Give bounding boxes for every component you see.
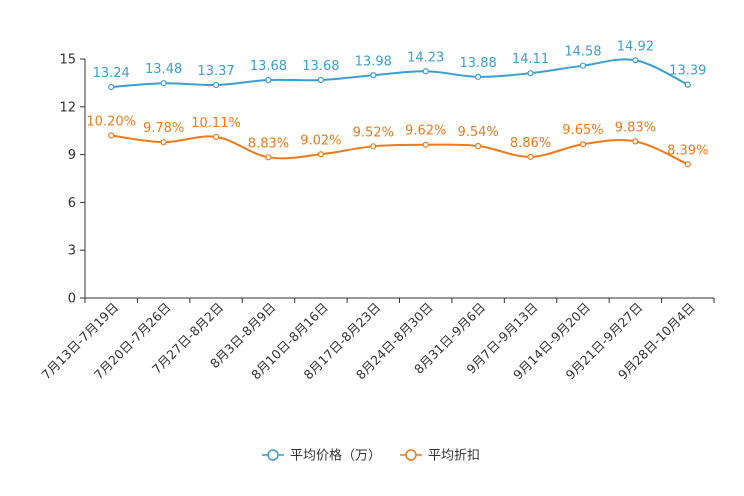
data-point [475,73,482,80]
data-point [108,83,115,91]
data-label: 13.39 [669,64,706,79]
data-label: 10.20% [86,114,136,129]
data-point [632,57,639,64]
data-label: 14.23 [407,50,444,65]
series-line [111,58,689,89]
data-point [212,133,220,141]
data-label: 13.24 [93,66,130,81]
data-label: 8.39% [667,143,708,158]
y-tick-label: 15 [59,53,76,68]
data-point [632,138,639,145]
data-label: 13.88 [460,56,497,71]
data-point [108,132,115,139]
data-label: 13.48 [145,62,182,77]
legend: 平均价格（万） 平均折扣 [262,448,480,464]
data-point [317,151,324,158]
data-label: 9.83% [615,120,656,135]
data-point [160,80,167,87]
y-tick-label: 6 [68,196,76,211]
data-point [265,154,272,161]
series-1: 13.24 13.48 13.37 13.68 13.68 13.98 14.23 13.88… [93,39,706,91]
data-label: 9.52% [353,125,394,140]
data-label: 10.11% [191,116,241,131]
data-point [317,76,324,84]
data-label: 14.11 [512,52,549,67]
data-point [370,143,377,150]
data-point [475,142,482,150]
legend-item-2: 平均折扣 [400,449,480,464]
legend-label: 平均价格（万） [290,448,381,464]
y-tick-label: 0 [68,292,76,307]
data-label: 9.78% [143,121,184,136]
y-tick-label: 9 [68,148,76,163]
legend-marker [267,449,279,461]
data-point [579,62,587,69]
data-point [527,153,534,160]
data-point [265,76,272,84]
data-label: 9.02% [300,133,341,148]
series-layer: 13.24 13.48 13.37 13.68 13.68 13.98 14.23 13.88… [86,39,708,168]
data-point [684,161,691,168]
series-line [111,134,689,166]
series-2: 10.20% 9.78% 10.11% 8.83% 9.02% 9.52% 9.62% 9.5… [86,114,708,168]
data-point [160,139,167,146]
data-label: 13.98 [355,54,392,69]
data-label: 13.68 [250,59,287,74]
legend-item-1: 平均价格（万） [262,448,381,464]
data-label: 8.86% [510,136,551,151]
data-point [422,141,429,148]
y-tick-label: 12 [59,100,76,115]
data-point [370,72,377,79]
data-label: 9.65% [562,123,603,138]
data-point [212,81,220,89]
data-point [422,68,429,75]
data-label: 13.37 [197,64,234,79]
data-label: 8.83% [248,136,289,151]
y-axis: 0 3 6 9 12 15 [59,53,86,307]
data-label: 14.92 [617,39,654,54]
data-point [684,81,691,88]
data-label: 14.58 [564,45,601,60]
legend-label: 平均折扣 [428,449,480,464]
data-label: 13.68 [302,59,339,74]
data-label: 9.54% [457,125,498,140]
data-point [527,70,534,77]
data-label: 9.62% [405,124,446,139]
y-tick-label: 3 [68,244,76,259]
legend-marker [405,449,417,461]
data-point [579,141,587,148]
x-axis: 7月13日-7月19日7月20日-7月26日7月27日-8月2日8月3日-8月9… [38,297,715,382]
